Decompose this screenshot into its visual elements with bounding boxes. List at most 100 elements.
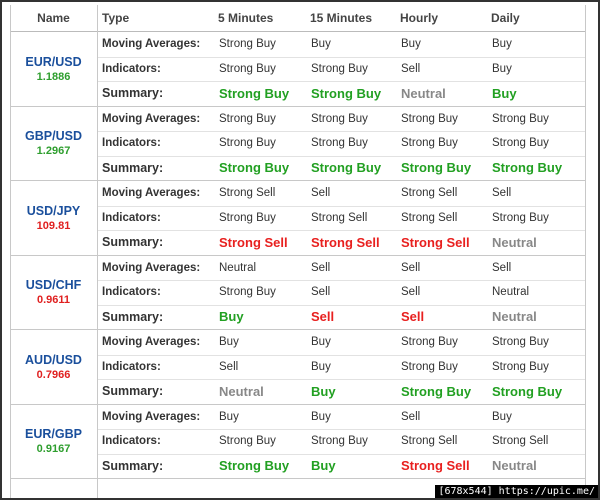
signal-value: Strong Buy (219, 286, 276, 299)
signal-value: Buy (311, 38, 331, 51)
summary-value: Neutral (492, 234, 537, 250)
type-label: Moving Averages: (102, 261, 201, 274)
divider (97, 354, 585, 356)
divider (97, 131, 585, 132)
divider (97, 81, 585, 82)
price: 0.9167 (36, 443, 71, 456)
summary-value: Strong Buy (311, 85, 382, 101)
signal-value: Buy (311, 410, 331, 423)
summary-value: Strong Buy (219, 85, 290, 101)
summary-value: Sell (311, 309, 335, 325)
signal-value: Sell (401, 62, 421, 75)
signal-value: Sell (492, 261, 512, 274)
signal-value: Strong Buy (492, 211, 549, 224)
signal-value: Strong Buy (401, 137, 458, 150)
type-label: Summary: (102, 160, 164, 175)
signal-value: Sell (311, 286, 331, 299)
signal-value: Sell (311, 187, 331, 200)
type-label: Indicators: (102, 435, 161, 448)
signal-value: Strong Buy (401, 112, 458, 125)
signal-value: Strong Buy (219, 38, 276, 51)
type-label: Summary: (102, 86, 164, 101)
type-label: Moving Averages: (102, 38, 201, 51)
signal-value: Buy (311, 336, 331, 349)
divider (97, 280, 585, 281)
summary-value: Strong Sell (401, 234, 470, 250)
summary-value: Strong Buy (401, 383, 472, 399)
signal-value: Sell (401, 410, 421, 423)
column-header: 15 Minutes (310, 11, 373, 25)
divider (585, 5, 586, 498)
summary-value: Buy (219, 309, 244, 325)
price: 1.1886 (36, 70, 71, 83)
pair-name: GBP/USD (25, 129, 82, 144)
signal-value: Buy (492, 62, 512, 75)
column-header: 5 Minutes (218, 11, 274, 25)
divider (97, 5, 98, 498)
divider (97, 429, 585, 430)
pair-name: AUD/USD (25, 352, 82, 367)
divider (97, 230, 585, 231)
type-label: Moving Averages: (102, 112, 201, 125)
signal-value: Strong Buy (492, 112, 549, 125)
divider (10, 478, 585, 479)
summary-value: Strong Sell (401, 458, 470, 474)
signal-value: Strong Buy (219, 435, 276, 448)
type-label: Indicators: (102, 137, 161, 150)
summary-value: Strong Sell (311, 234, 380, 250)
type-label: Summary: (102, 235, 164, 250)
divider (97, 205, 585, 207)
price: 109.81 (36, 219, 71, 232)
summary-value: Strong Buy (492, 160, 563, 176)
summary-value: Strong Buy (219, 458, 290, 474)
price: 0.7966 (36, 368, 71, 381)
signal-value: Strong Sell (401, 435, 458, 448)
signal-value: Strong Buy (492, 360, 549, 373)
signal-value: Strong Buy (492, 137, 549, 150)
pair-name: EUR/USD (25, 54, 82, 69)
signal-value: Strong Sell (401, 187, 458, 200)
type-label: Indicators: (102, 360, 161, 373)
divider (97, 453, 585, 455)
signal-value: Neutral (492, 286, 530, 299)
signal-value: Strong Buy (401, 336, 458, 349)
divider (97, 56, 585, 58)
pair-cell: USD/CHF 0.9611 (10, 256, 97, 330)
signal-value: Strong Sell (492, 435, 549, 448)
type-label: Summary: (102, 458, 164, 473)
price: 1.2967 (36, 145, 71, 158)
pair-name: USD/JPY (26, 203, 81, 218)
divider (97, 379, 585, 380)
summary-value: Neutral (401, 85, 446, 101)
summary-value: Sell (401, 309, 425, 325)
divider (10, 31, 585, 32)
signal-value: Buy (492, 38, 512, 51)
summary-value: Strong Buy (492, 383, 563, 399)
summary-value: Strong Sell (219, 234, 288, 250)
divider (10, 254, 585, 256)
divider (10, 329, 585, 330)
signal-value: Strong Buy (311, 435, 368, 448)
summary-value: Strong Buy (219, 160, 290, 176)
signal-value: Buy (492, 410, 512, 423)
signal-value: Strong Buy (219, 137, 276, 150)
signal-value: Strong Buy (311, 112, 368, 125)
summary-value: Neutral (492, 309, 537, 325)
signal-value: Sell (311, 261, 331, 274)
pair-name: USD/CHF (25, 278, 82, 293)
signal-value: Strong Sell (219, 187, 276, 200)
type-label: Indicators: (102, 286, 161, 299)
type-label: Moving Averages: (102, 187, 201, 200)
signal-value: Strong Sell (311, 211, 368, 224)
signal-value: Strong Buy (219, 62, 276, 75)
divider (10, 403, 585, 405)
column-header: Name (37, 11, 70, 25)
pair-cell: USD/JPY 109.81 (10, 181, 97, 255)
divider (97, 155, 585, 157)
divider (10, 105, 585, 107)
type-label: Summary: (102, 384, 164, 399)
signal-value: Strong Sell (401, 211, 458, 224)
signal-value: Buy (311, 360, 331, 373)
summary-value: Neutral (492, 458, 537, 474)
